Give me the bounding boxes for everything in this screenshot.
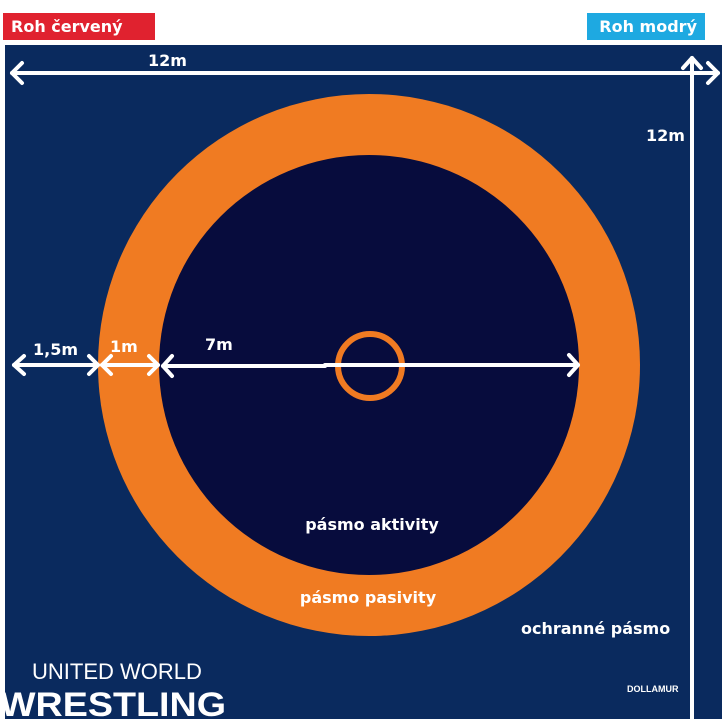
uww-logo-line2: WRESTLING: [0, 686, 226, 719]
width-label: 12m: [148, 51, 187, 70]
passivity-zone-label: pásmo pasivity: [300, 588, 437, 607]
protection-width-arrow: [12, 354, 100, 376]
uww-logo-line1: UNITED WORLD: [32, 659, 202, 684]
height-label: 12m: [646, 126, 685, 145]
activity-zone-label: pásmo aktivity: [305, 515, 439, 534]
sponsor-logo: DOLLAMUR: [627, 684, 679, 694]
activity-diameter-arrow: [161, 353, 580, 378]
corner-blue-label: Roh modrý: [587, 13, 705, 40]
height-arrow: [681, 56, 703, 719]
radius-label: 7m: [205, 335, 233, 354]
protection-width-label: 1,5m: [33, 340, 78, 359]
passivity-width-arrow: [100, 354, 160, 376]
corner-red-label: Roh červený: [3, 13, 155, 40]
passivity-width-label: 1m: [110, 337, 138, 356]
protection-zone-label: ochranné pásmo: [521, 619, 670, 638]
width-arrow: [10, 61, 720, 85]
